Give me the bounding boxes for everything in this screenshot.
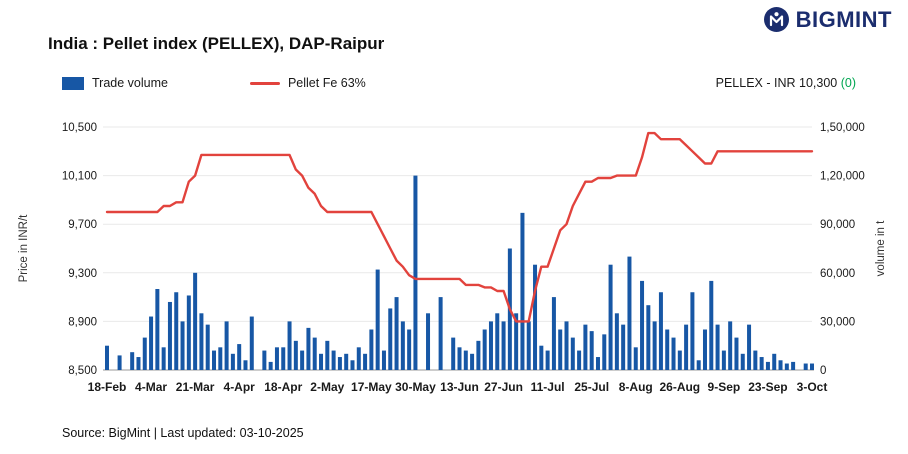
svg-text:4-Mar: 4-Mar xyxy=(135,380,167,394)
svg-text:0: 0 xyxy=(820,365,826,377)
svg-text:8,900: 8,900 xyxy=(68,316,97,328)
current-index-label: PELLEX - INR 10,300 xyxy=(715,76,838,90)
chart-plot-area: 8,500 8,900 9,300 9,700 10,100 10,500 0 30,000 6… xyxy=(18,122,887,394)
svg-text:23-Sep: 23-Sep xyxy=(748,380,787,394)
svg-text:17-May: 17-May xyxy=(351,380,392,394)
svg-text:26-Aug: 26-Aug xyxy=(659,380,700,394)
svg-text:9,700: 9,700 xyxy=(68,219,97,231)
svg-text:4-Apr: 4-Apr xyxy=(224,380,256,394)
svg-text:30-May: 30-May xyxy=(395,380,436,394)
pellet-fe63-swatch-icon xyxy=(249,81,280,85)
source-note: Source: BigMint | Last updated: 03-10-20… xyxy=(62,426,304,440)
brand-name: BIGMINT xyxy=(795,6,892,32)
svg-text:9-Sep: 9-Sep xyxy=(708,380,741,394)
current-index-value: PELLEX - INR 10,300 (0) xyxy=(716,76,856,90)
svg-text:10,100: 10,100 xyxy=(62,171,97,183)
svg-text:1,50,000: 1,50,000 xyxy=(820,122,865,134)
legend-pellet-fe63-label: Pellet Fe 63% xyxy=(287,76,366,90)
svg-text:18-Apr: 18-Apr xyxy=(264,380,302,394)
legend-trade-volume-label: Trade volume xyxy=(92,76,168,90)
svg-text:18-Feb: 18-Feb xyxy=(88,380,127,394)
legend-item-pellet-fe63: Pellet Fe 63% xyxy=(249,76,366,90)
bigmint-logo: BIGMINT xyxy=(763,6,892,33)
chart-legend: Trade volume Pellet Fe 63% PELLEX - INR … xyxy=(62,76,856,90)
current-index-change: (0) xyxy=(840,76,856,90)
svg-text:25-Jul: 25-Jul xyxy=(574,380,609,394)
svg-text:volume in t: volume in t xyxy=(875,220,887,276)
svg-text:2-May: 2-May xyxy=(310,380,344,394)
svg-text:8-Aug: 8-Aug xyxy=(619,380,653,394)
svg-text:13-Jun: 13-Jun xyxy=(440,380,479,394)
svg-text:10,500: 10,500 xyxy=(62,122,97,134)
bigmint-logo-icon xyxy=(763,7,789,32)
trade-volume-swatch-icon xyxy=(62,76,84,90)
page-title: India : Pellet index (PELLEX), DAP-Raipu… xyxy=(48,34,385,53)
svg-text:90,000: 90,000 xyxy=(820,219,855,231)
svg-text:3-Oct: 3-Oct xyxy=(797,380,828,394)
svg-text:27-Jun: 27-Jun xyxy=(484,380,523,394)
legend-item-trade-volume: Trade volume xyxy=(62,76,168,90)
svg-text:9,300: 9,300 xyxy=(68,268,97,280)
svg-text:8,500: 8,500 xyxy=(68,365,97,377)
svg-text:30,000: 30,000 xyxy=(820,316,855,328)
svg-text:Price in INR/t: Price in INR/t xyxy=(18,214,30,283)
svg-text:60,000: 60,000 xyxy=(820,268,855,280)
svg-text:11-Jul: 11-Jul xyxy=(531,380,565,394)
svg-text:21-Mar: 21-Mar xyxy=(176,380,215,394)
svg-text:1,20,000: 1,20,000 xyxy=(820,171,865,183)
